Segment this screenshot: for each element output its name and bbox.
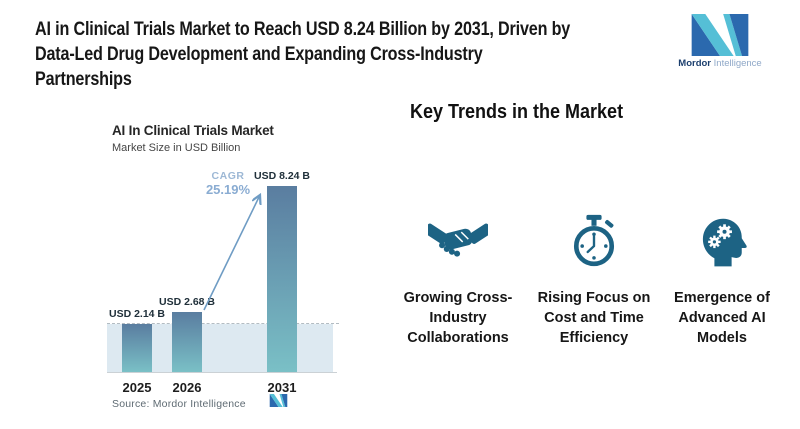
brand-name-light: Intelligence [713,58,762,69]
chart-title: AI In Clinical Trials Market [112,123,274,138]
year-label: 2031 [267,380,297,395]
title-line-2: Data-Led Drug Development and Expanding … [35,44,483,66]
mordor-logo-icon [691,14,749,56]
bar-value-label: USD 2.68 B [158,296,216,308]
title-line-1: AI in Clinical Trials Market to Reach US… [35,19,571,40]
trend-label: Growing Cross-Industry Collaborations [403,290,513,346]
cagr-label: CAGR [211,170,245,182]
trend-label: Emergence of Advanced AI Models [674,290,770,346]
page-title: AI in Clinical Trials Market to Reach US… [35,17,570,92]
trend-label: Rising Focus on Cost and Time Efficiency [537,290,651,346]
stopwatch-icon [573,214,615,267]
trend-card: Emergence of Advanced AI Models [656,213,788,348]
year-label: 2026 [172,380,202,395]
brand-name: Mordor Intelligence [666,58,774,69]
cagr-value: 25.19% [205,182,251,197]
bar-value-label: USD 8.24 B [253,170,311,182]
title-line-3: Partnerships [35,69,132,91]
head-gears-icon [702,218,747,267]
bar-2025: USD 2.14 B 2025 [109,308,165,395]
plot-area: USD 2.14 B 2025 USD 2.68 B 2026 USD 8.24… [105,170,339,395]
handshake-icon [428,223,488,257]
bar-2026: USD 2.68 B 2026 [159,296,215,395]
trend-card: Rising Focus on Cost and Time Efficiency [528,213,660,348]
brand-name-bold: Mordor [678,58,711,69]
x-axis-line [107,372,337,373]
trends-heading: Key Trends in the Market [410,101,624,123]
mini-logo-icon [269,394,288,407]
year-label: 2025 [122,380,152,395]
bar-2031: USD 8.24 B 2031 [254,170,310,395]
bar-value-label: USD 2.14 B [108,308,166,320]
trend-card: Growing Cross-Industry Collaborations [392,213,524,348]
cagr-annotation: CAGR 25.19% [196,170,260,197]
source-note: Source: Mordor Intelligence [112,398,246,410]
chart-subtitle: Market Size in USD Billion [112,142,241,154]
threshold-dashline [107,323,339,324]
brand-logo: Mordor Intelligence [666,14,774,69]
